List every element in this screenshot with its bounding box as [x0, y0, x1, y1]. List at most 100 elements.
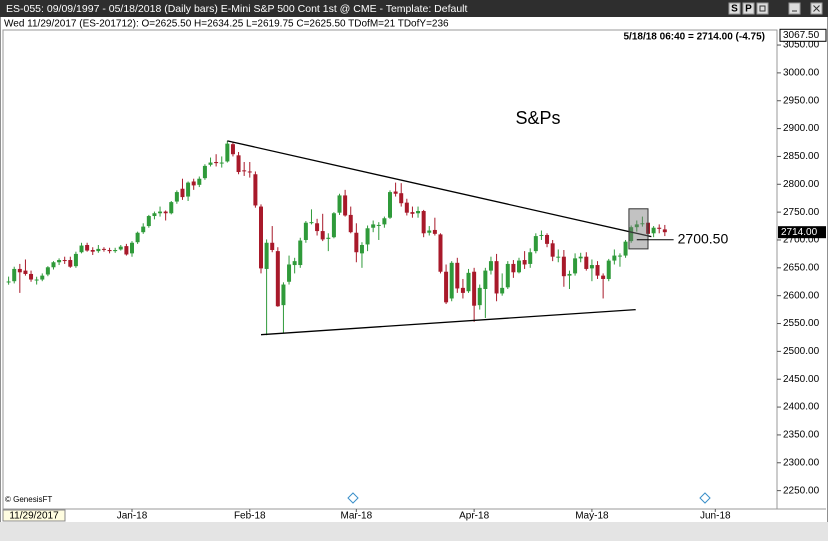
- candle-body: [617, 255, 622, 257]
- candle-body: [365, 228, 370, 245]
- level-label: 2700.50: [678, 230, 729, 246]
- candle-body: [561, 256, 566, 277]
- candle-body: [455, 262, 460, 289]
- cursor-date-box: [2, 509, 66, 522]
- candle-body: [432, 229, 437, 234]
- candle-body: [388, 192, 392, 218]
- candle-body: [657, 227, 662, 229]
- candle-body: [421, 211, 426, 234]
- candle-body: [118, 246, 123, 250]
- candle-body: [45, 267, 50, 275]
- event-icon[interactable]: [347, 492, 359, 504]
- y-tick-label: 2800.00: [783, 179, 820, 190]
- button[interactable]: [742, 2, 755, 15]
- candle-body: [29, 273, 34, 280]
- maximize-button[interactable]: [756, 2, 769, 15]
- candle-body: [623, 241, 628, 256]
- candle-body: [371, 224, 376, 228]
- candle-body: [281, 284, 286, 306]
- button[interactable]: [728, 2, 741, 15]
- candle-body: [298, 240, 303, 266]
- candle-body: [393, 191, 398, 194]
- candle-body: [152, 213, 157, 217]
- x-tick-label: May-18: [575, 511, 609, 522]
- button-label[interactable]: S: [731, 4, 738, 15]
- candle-body: [68, 260, 73, 267]
- button-label[interactable]: P: [745, 4, 752, 15]
- candle-body: [533, 236, 538, 252]
- bottom-strip: [0, 522, 828, 541]
- x-tick-label: Jun-18: [700, 511, 731, 522]
- title-bar: [0, 0, 828, 17]
- candle-body: [404, 202, 409, 213]
- plot-area: [2, 29, 778, 510]
- candle-body: [130, 242, 134, 254]
- candle-body: [528, 252, 533, 264]
- candle-body: [326, 237, 331, 239]
- candle-body: [651, 227, 656, 234]
- candle-body: [595, 265, 600, 276]
- candle-body: [202, 165, 207, 179]
- candle-body: [410, 212, 415, 214]
- y-tick-label: 2700.00: [783, 235, 820, 246]
- quote: 5/18/18 06:40 = 2714.00 (-4.75): [624, 32, 766, 43]
- candle-body: [477, 287, 482, 306]
- candle-body: [578, 256, 583, 259]
- candle-body: [309, 222, 314, 224]
- candle-body: [449, 262, 454, 299]
- candle-body: [416, 211, 421, 214]
- event-icon[interactable]: [699, 492, 711, 504]
- candle-body: [517, 260, 521, 273]
- y-tick-label: 2400.00: [783, 402, 820, 413]
- candle-body: [466, 272, 471, 292]
- last-label-box: [778, 226, 826, 239]
- candle-body: [259, 206, 263, 269]
- candle-body: [359, 244, 364, 254]
- y-tick-label: 2350.00: [783, 430, 820, 441]
- candle-body: [6, 281, 11, 283]
- candle-body: [225, 143, 230, 162]
- candle-body: [382, 218, 387, 225]
- candle-body: [180, 188, 185, 198]
- highlight-box: [628, 208, 649, 250]
- candle-body: [51, 262, 56, 268]
- y-tick-label: 3050.00: [783, 40, 820, 51]
- y-tick-label: 2650.00: [783, 262, 820, 273]
- minimize-button[interactable]: [788, 2, 801, 15]
- candle-body: [539, 234, 544, 236]
- chart-title: S&Ps: [515, 108, 560, 128]
- candle-body: [236, 155, 241, 173]
- last-label: 2714.00: [781, 227, 818, 238]
- candle-body: [331, 213, 336, 238]
- candle-body: [511, 263, 516, 273]
- candle-body: [275, 251, 280, 307]
- candle-body: [113, 250, 118, 252]
- candle-body: [253, 174, 258, 206]
- candle-body: [399, 193, 404, 204]
- y-tick-label: 3000.00: [783, 68, 820, 79]
- top-label: 3067.50: [783, 30, 820, 41]
- candle-body: [163, 211, 168, 214]
- candle-body: [23, 270, 28, 274]
- candle-body: [247, 171, 252, 173]
- candle-body: [135, 232, 140, 243]
- y-tick-label: 2300.00: [783, 457, 820, 468]
- y-tick-label: 2850.00: [783, 151, 820, 162]
- candle-body: [169, 202, 174, 214]
- candle-body: [57, 260, 62, 263]
- x-tick-label: Apr-18: [459, 511, 489, 522]
- candle-body: [315, 223, 320, 232]
- candle-body: [141, 226, 146, 233]
- candle-body: [606, 260, 611, 279]
- candle-body: [662, 229, 667, 233]
- candle-body: [348, 214, 353, 233]
- candle-body: [107, 250, 112, 252]
- candle-body: [337, 195, 342, 213]
- candle-body: [640, 223, 645, 225]
- candle-body: [488, 261, 493, 271]
- top-label-box: [779, 28, 827, 42]
- candle-body: [73, 253, 78, 267]
- x-tick-label: Mar-18: [341, 511, 373, 522]
- candle-body: [589, 265, 594, 269]
- candle-body: [96, 248, 101, 252]
